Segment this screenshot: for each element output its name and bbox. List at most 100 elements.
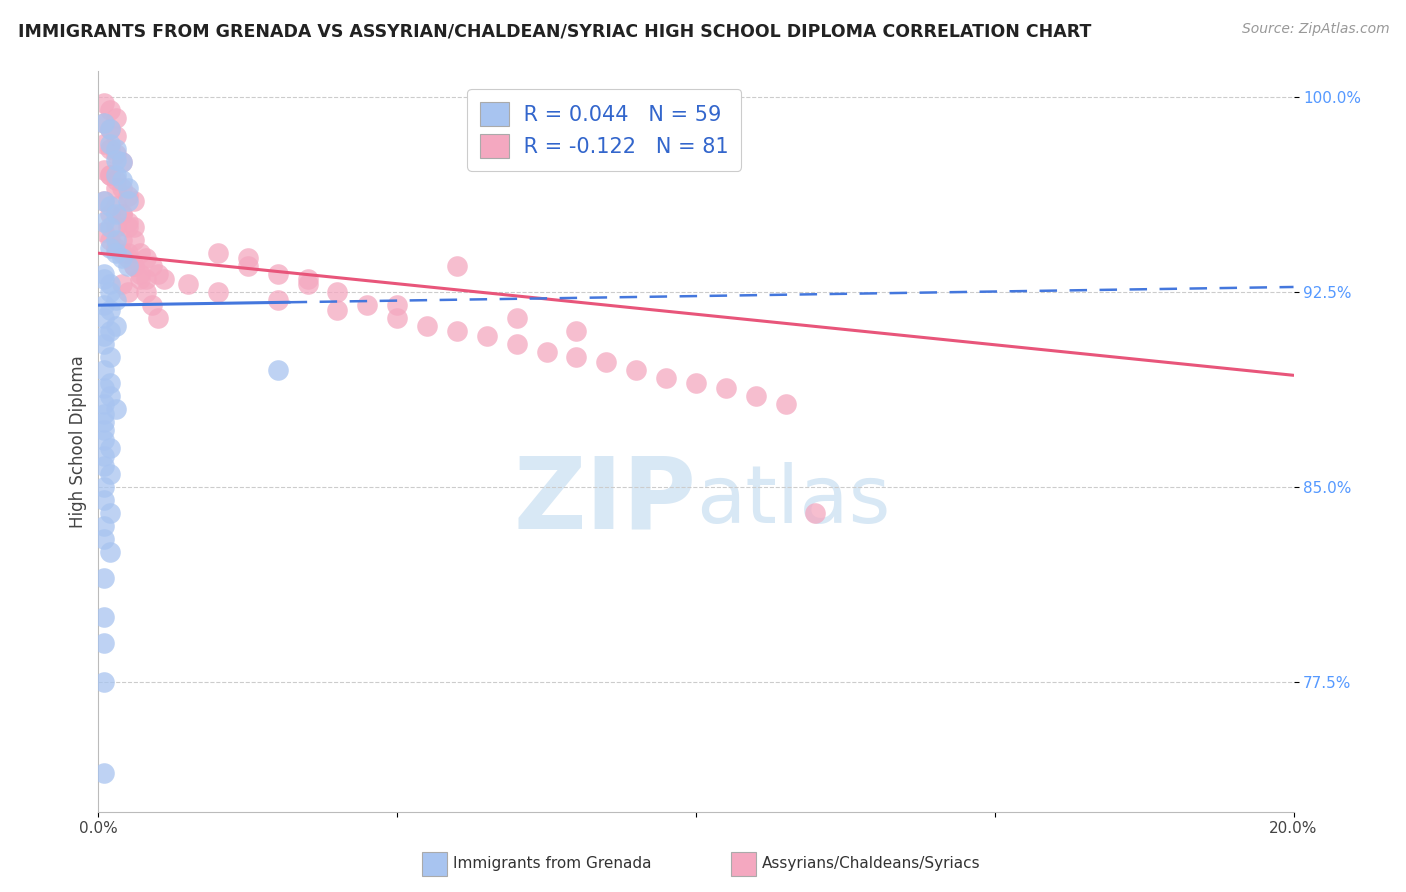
Point bbox=[98, 241, 122, 255]
Point bbox=[93, 194, 115, 209]
Point bbox=[111, 155, 134, 169]
Point bbox=[98, 389, 122, 403]
Text: Immigrants from Grenada: Immigrants from Grenada bbox=[453, 856, 651, 871]
Point bbox=[117, 194, 139, 209]
Point bbox=[111, 181, 134, 195]
Point bbox=[135, 285, 157, 300]
Point bbox=[385, 311, 409, 326]
Point bbox=[124, 233, 146, 247]
Point bbox=[93, 311, 115, 326]
Point bbox=[117, 189, 139, 203]
Point bbox=[98, 199, 122, 213]
Point bbox=[117, 252, 139, 266]
Point bbox=[93, 636, 115, 650]
Point bbox=[98, 168, 122, 182]
Point bbox=[326, 303, 349, 318]
Point bbox=[565, 350, 588, 364]
Point bbox=[105, 181, 128, 195]
Point bbox=[105, 233, 128, 247]
Point bbox=[385, 298, 409, 312]
Point bbox=[93, 267, 115, 281]
Point bbox=[117, 181, 139, 195]
Point bbox=[117, 259, 139, 273]
Point bbox=[267, 363, 290, 377]
Point bbox=[536, 345, 558, 359]
Point bbox=[93, 381, 115, 395]
Point bbox=[105, 402, 128, 417]
Point bbox=[93, 95, 115, 110]
Point bbox=[475, 329, 498, 343]
Point bbox=[135, 272, 157, 286]
Point bbox=[93, 459, 115, 474]
Y-axis label: High School Diploma: High School Diploma bbox=[69, 355, 87, 528]
Point bbox=[105, 318, 128, 333]
Point bbox=[111, 173, 134, 187]
Point bbox=[98, 233, 122, 247]
Point bbox=[93, 480, 115, 494]
Point bbox=[98, 285, 122, 300]
Point bbox=[93, 363, 115, 377]
Point bbox=[111, 207, 134, 221]
Point bbox=[105, 142, 128, 156]
Point bbox=[98, 220, 122, 235]
Point bbox=[124, 194, 146, 209]
Point bbox=[111, 246, 134, 260]
Point bbox=[129, 246, 152, 260]
Point bbox=[98, 303, 122, 318]
Point bbox=[98, 324, 122, 338]
Point bbox=[135, 252, 157, 266]
Point bbox=[98, 506, 122, 520]
Point bbox=[446, 324, 468, 338]
Point bbox=[745, 389, 768, 403]
Point bbox=[356, 298, 378, 312]
Point bbox=[105, 246, 128, 260]
Point bbox=[105, 199, 128, 213]
Point bbox=[93, 415, 115, 429]
Point bbox=[105, 147, 128, 161]
Text: Assyrians/Chaldeans/Syriacs: Assyrians/Chaldeans/Syriacs bbox=[762, 856, 980, 871]
Point bbox=[626, 363, 648, 377]
Point bbox=[714, 381, 737, 395]
Point bbox=[297, 277, 319, 292]
Point bbox=[655, 371, 678, 385]
Point bbox=[177, 277, 200, 292]
Point bbox=[98, 103, 122, 118]
Text: IMMIGRANTS FROM GRENADA VS ASSYRIAN/CHALDEAN/SYRIAC HIGH SCHOOL DIPLOMA CORRELAT: IMMIGRANTS FROM GRENADA VS ASSYRIAN/CHAL… bbox=[18, 22, 1091, 40]
Point bbox=[98, 121, 122, 136]
Point bbox=[93, 215, 115, 229]
Point bbox=[111, 207, 134, 221]
Point bbox=[93, 272, 115, 286]
Point bbox=[93, 337, 115, 351]
Point bbox=[775, 397, 797, 411]
Point bbox=[111, 252, 134, 266]
Point bbox=[124, 259, 146, 273]
Point bbox=[93, 519, 115, 533]
Point bbox=[98, 121, 122, 136]
Point bbox=[129, 272, 152, 286]
Point bbox=[446, 259, 468, 273]
Point bbox=[124, 220, 146, 235]
Point bbox=[326, 285, 349, 300]
Point bbox=[93, 674, 115, 689]
Point bbox=[111, 155, 134, 169]
Point bbox=[267, 293, 290, 307]
Point bbox=[93, 765, 115, 780]
Point bbox=[416, 318, 439, 333]
Point bbox=[105, 207, 128, 221]
Point bbox=[93, 194, 115, 209]
Point bbox=[105, 173, 128, 187]
Point bbox=[236, 252, 259, 266]
Point bbox=[93, 116, 115, 130]
Point bbox=[153, 272, 176, 286]
Point bbox=[236, 259, 259, 273]
Point bbox=[93, 610, 115, 624]
Point bbox=[105, 168, 128, 182]
Point bbox=[93, 329, 115, 343]
Point bbox=[105, 293, 128, 307]
Point bbox=[565, 324, 588, 338]
Point bbox=[267, 267, 290, 281]
Point bbox=[98, 376, 122, 390]
Point bbox=[117, 285, 139, 300]
Point bbox=[117, 215, 139, 229]
Point bbox=[105, 111, 128, 125]
